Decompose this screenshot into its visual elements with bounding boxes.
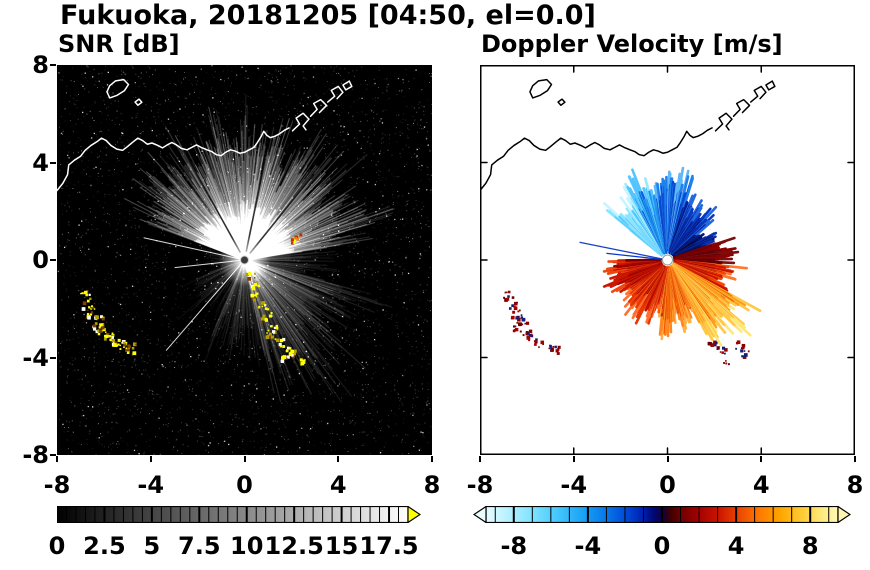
doppler-colorbar xyxy=(473,506,851,523)
colorbar-tick-label: -4 xyxy=(574,532,602,560)
colorbar-tick-label: 4 xyxy=(727,532,745,560)
axis-tick xyxy=(50,454,56,456)
snr-radar-image xyxy=(57,65,432,455)
x-tick-label: -8 xyxy=(466,471,494,499)
x-tick-label: 4 xyxy=(752,471,770,499)
snr-colorbar xyxy=(57,506,421,523)
x-tick-label: -8 xyxy=(43,471,71,499)
snr-panel-title: SNR [dB] xyxy=(58,30,180,58)
y-tick-label: -4 xyxy=(22,343,49,372)
colorbar-tick-label: 15 xyxy=(324,532,359,560)
axis-tick xyxy=(50,356,56,359)
axis-tick xyxy=(243,456,246,462)
axis-tick xyxy=(50,161,56,164)
colorbar-tick-label: 8 xyxy=(801,532,819,560)
x-tick-label: 8 xyxy=(846,471,864,499)
axis-tick xyxy=(760,456,763,462)
y-tick-label: 8 xyxy=(32,51,49,79)
axis-tick xyxy=(50,259,56,261)
axis-tick xyxy=(431,456,433,462)
x-tick-label: 4 xyxy=(329,471,347,499)
x-tick-label: 8 xyxy=(423,471,441,499)
axis-tick xyxy=(56,456,58,462)
colorbar-tick-label: 5 xyxy=(143,532,161,560)
colorbar-tick-label: 7.5 xyxy=(178,532,221,560)
colorbar-tick-label: -8 xyxy=(500,532,528,560)
x-tick-label: 0 xyxy=(659,471,676,499)
axis-tick xyxy=(149,456,152,462)
axis-tick xyxy=(572,456,575,462)
x-tick-label: -4 xyxy=(560,471,588,499)
x-tick-label: 0 xyxy=(236,471,253,499)
x-tick-label: -4 xyxy=(137,471,165,499)
axis-tick xyxy=(479,456,481,462)
colorbar-tick-label: 2.5 xyxy=(83,532,126,560)
axis-tick xyxy=(50,64,56,66)
doppler-radar-image xyxy=(480,65,855,455)
y-tick-label: 0 xyxy=(32,246,49,274)
axis-tick xyxy=(337,456,340,462)
colorbar-tick-label: 0 xyxy=(653,532,671,560)
axis-tick xyxy=(666,456,669,462)
doppler-panel-title: Doppler Velocity [m/s] xyxy=(481,30,783,58)
y-tick-label: 4 xyxy=(32,148,49,177)
y-tick-label: -8 xyxy=(22,441,49,469)
colorbar-tick-label: 10 xyxy=(230,532,264,560)
colorbar-tick-label: 17.5 xyxy=(359,532,419,560)
colorbar-tick-label: 12.5 xyxy=(264,532,324,560)
axis-tick xyxy=(854,456,856,462)
figure-title: Fukuoka, 20181205 [04:50, el=0.0] xyxy=(60,0,596,31)
colorbar-tick-label: 0 xyxy=(48,532,66,560)
